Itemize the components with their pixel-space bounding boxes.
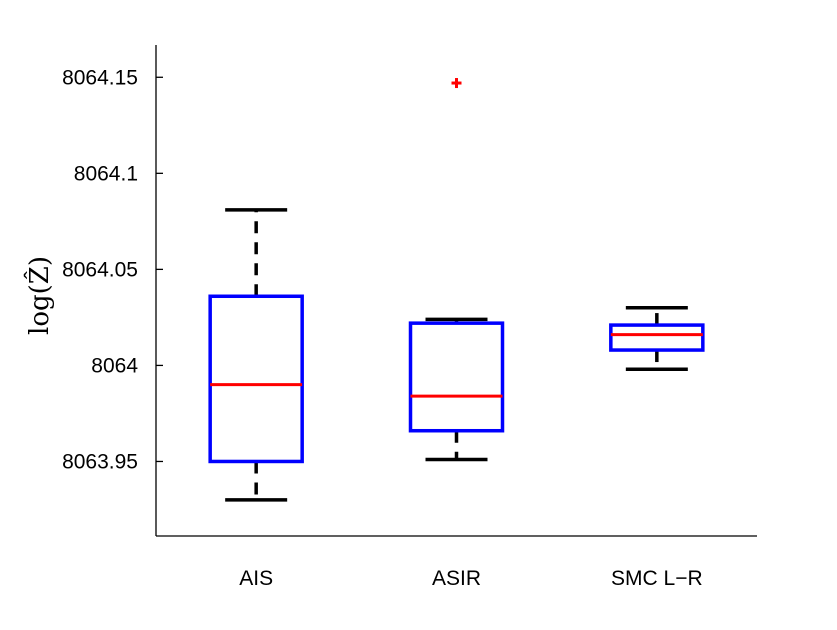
outlier-point	[451, 78, 462, 89]
box-group	[408, 78, 505, 462]
x-tick-labels: AIS ASIR SMC L−R	[239, 567, 702, 590]
x-tick-label: SMC L−R	[611, 567, 703, 590]
y-tick-label: 8064.1	[74, 162, 138, 185]
box	[208, 294, 304, 464]
y-tick-label: 8064.15	[62, 66, 138, 89]
x-tick-label: ASIR	[432, 567, 481, 590]
y-tick-label: 8064.05	[62, 258, 138, 281]
box	[408, 321, 505, 433]
axes	[155, 45, 757, 537]
box-group	[609, 306, 705, 372]
y-axis-label: log(Ẑ)	[23, 256, 55, 335]
x-tick-label: AIS	[239, 567, 273, 590]
y-tick-label: 8064	[91, 354, 138, 377]
box	[609, 323, 705, 352]
y-tick-label: 8063.95	[62, 450, 138, 473]
y-ticks: 8063.95 8064 8064.05 8064.1 8064.15	[62, 66, 163, 473]
box-group	[208, 208, 304, 502]
boxes	[208, 78, 705, 502]
